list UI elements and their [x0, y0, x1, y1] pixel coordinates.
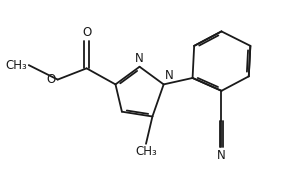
- Text: N: N: [135, 52, 144, 65]
- Text: O: O: [82, 26, 91, 39]
- Text: CH₃: CH₃: [5, 59, 27, 72]
- Text: N: N: [217, 149, 226, 162]
- Text: CH₃: CH₃: [135, 145, 157, 158]
- Text: O: O: [47, 73, 56, 86]
- Text: N: N: [165, 69, 174, 82]
